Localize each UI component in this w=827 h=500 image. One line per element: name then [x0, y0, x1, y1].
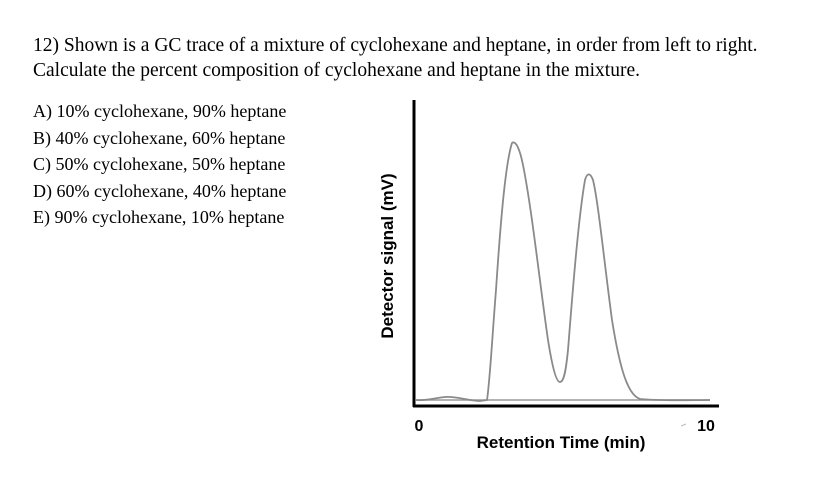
- question-line-1: 12) Shown is a GC trace of a mixture of …: [33, 35, 758, 56]
- option-d: D) 60% cyclohexane, 40% heptane: [33, 180, 287, 201]
- option-e: E) 90% cyclohexane, 10% heptane: [33, 207, 285, 227]
- answer-options: A) 10% cyclohexane, 90% heptane B) 40% c…: [33, 98, 286, 231]
- x-tick-10: 10: [697, 418, 715, 435]
- question-line-2: Calculate the percent composition of cyc…: [33, 60, 640, 81]
- x-axis-label: Retention Time (min): [477, 433, 646, 452]
- question-text: 12) Shown is a GC trace of a mixture of …: [33, 33, 758, 83]
- y-axis-label: Detector signal (mV): [378, 173, 397, 338]
- option-a: A) 10% cyclohexane, 90% heptane: [33, 101, 287, 121]
- option-c: C) 50% cyclohexane, 50% heptane: [33, 154, 286, 174]
- tick-mark-smudge: [680, 423, 687, 427]
- gc-trace: [415, 141, 711, 402]
- x-tick-0: 0: [415, 418, 424, 435]
- option-b: B) 40% cyclohexane, 60% heptane: [33, 127, 286, 148]
